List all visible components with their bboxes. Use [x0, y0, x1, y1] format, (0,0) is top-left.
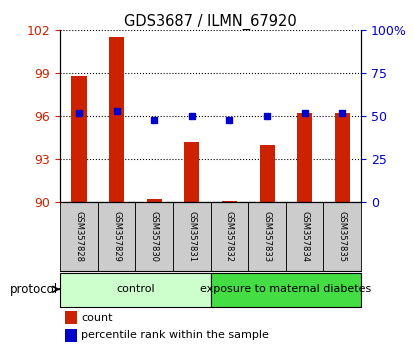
FancyBboxPatch shape [135, 202, 173, 271]
FancyBboxPatch shape [173, 202, 211, 271]
Bar [335, 113, 350, 202]
Bar [259, 145, 275, 202]
Text: GSM357834: GSM357834 [300, 211, 309, 262]
Bar [71, 76, 86, 202]
Bar [65, 312, 77, 325]
Text: protocol: protocol [10, 283, 58, 296]
Bar [65, 329, 77, 342]
Text: GSM357832: GSM357832 [225, 211, 234, 262]
Text: GSM357830: GSM357830 [150, 211, 159, 262]
Text: percentile rank within the sample: percentile rank within the sample [81, 330, 269, 340]
Text: GSM357835: GSM357835 [338, 211, 347, 262]
FancyBboxPatch shape [60, 202, 98, 271]
Bar [297, 113, 312, 202]
FancyBboxPatch shape [248, 202, 286, 271]
Text: control: control [116, 284, 155, 294]
Text: count: count [81, 313, 113, 323]
FancyBboxPatch shape [211, 202, 248, 271]
Text: GSM357828: GSM357828 [74, 211, 83, 262]
FancyBboxPatch shape [286, 202, 323, 271]
Title: GDS3687 / ILMN_67920: GDS3687 / ILMN_67920 [124, 14, 297, 30]
Text: exposure to maternal diabetes: exposure to maternal diabetes [200, 284, 371, 294]
Bar [222, 201, 237, 202]
Bar [109, 37, 124, 202]
FancyBboxPatch shape [323, 202, 361, 271]
FancyBboxPatch shape [60, 273, 211, 307]
Text: GSM357829: GSM357829 [112, 211, 121, 262]
Text: GSM357831: GSM357831 [187, 211, 196, 262]
FancyBboxPatch shape [211, 273, 361, 307]
Bar [146, 199, 162, 202]
FancyBboxPatch shape [98, 202, 135, 271]
Text: GSM357833: GSM357833 [263, 211, 271, 262]
Bar [184, 142, 199, 202]
